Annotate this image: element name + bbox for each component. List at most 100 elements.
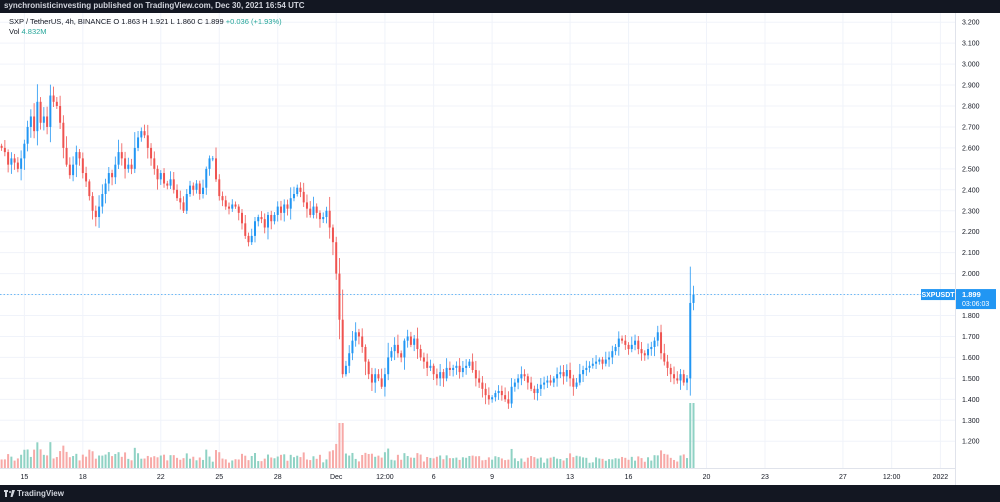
x-axis[interactable]: 15 18 22 25 28 Dec 12:00 6 9 13 16 20 23 27 12:00 2022 [20,474,948,481]
volume-bar [192,456,195,468]
volume-bar [432,458,435,468]
candle-body [0,145,3,148]
x-tick-label: 12:00 [883,474,901,481]
volume-bar [491,459,494,468]
candle-body [65,147,68,165]
candle-body [627,344,630,350]
candle-body [562,372,565,377]
volume-bar [72,456,75,468]
volume-bar [127,458,130,468]
volume-bar [0,459,3,468]
candle-body [202,187,205,194]
volume-bar [218,452,221,468]
candle-body [273,214,276,222]
volume-bar [140,458,143,468]
price-tag-bg [956,289,996,310]
volume-bar [36,442,39,468]
volume-bar [133,447,136,468]
candle-body [120,152,123,159]
y-tick-label: 2.600 [962,145,980,152]
legend-vol-label[interactable]: Vol [9,27,20,36]
candle-body [192,185,195,190]
volume-bar [578,456,581,468]
candle-body [296,187,299,194]
volume-bar [487,457,490,468]
candle-body [637,340,640,350]
candle-body [29,116,32,127]
volume-bar [351,452,354,468]
candle-body [585,367,588,370]
candle-body [595,361,598,364]
volume-bar [33,449,36,468]
candle-body [409,336,412,345]
legend-symbol[interactable]: SXP / TetherUS, 4h, BINANCE [9,17,112,26]
volume-bar [104,454,107,468]
chart-svg[interactable]: 3.200 3.100 3.000 2.900 2.800 2.700 2.600 2.500… [0,13,1000,485]
candle-body [88,181,91,197]
volume-bar [361,455,364,468]
candle-body [228,206,231,209]
candle-body [221,196,224,201]
volume-bar [448,458,451,468]
volume-bar [513,458,516,468]
candle-body [526,376,529,383]
volume-bar [439,455,442,468]
volume-bar [474,456,477,468]
volume-bar [621,456,624,468]
candle-body [62,122,65,148]
candle-body [72,164,75,176]
volume-bar [556,458,559,468]
candle-body [81,158,84,174]
candle-body [189,185,192,194]
candle-body [504,395,507,400]
bottom-bar: TradingView [0,485,1000,502]
x-tick-label: 6 [432,474,436,481]
volume-bar [146,455,149,468]
volume-bar [679,455,682,468]
volume-bar [510,448,513,468]
candle-body [289,198,292,209]
candle-body [260,217,263,220]
candle-body [539,384,542,389]
candle-body [643,353,646,356]
y-axis[interactable]: 3.200 3.100 3.000 2.900 2.800 2.700 2.600 2.500… [962,20,980,446]
candle-body [497,390,500,394]
volume-bar [634,460,637,468]
volume-bar [270,457,273,468]
y-tick-label: 3.200 [962,20,980,27]
volume-bar [185,453,188,468]
volume-bar [413,457,416,468]
candle-body [49,95,52,127]
volume-bar [211,461,214,468]
y-tick-label: 1.500 [962,376,980,383]
volume-bar [189,458,192,468]
volume-bar [221,458,224,468]
legend-ohlc-row: SXP / TetherUS, 4h, BINANCE O 1.863 H 1.… [9,17,282,27]
volume-bar [257,461,260,468]
candle-body [432,365,435,375]
candle-body [416,338,419,350]
price-tag-value: 1.899 [962,290,981,299]
y-tick-label: 1.300 [962,418,980,425]
volume-bar [377,455,380,468]
candle-body [487,395,490,400]
volume-bars [0,403,695,468]
candle-body [452,367,455,370]
x-tick-label: 20 [703,474,711,481]
candle-body [543,382,546,385]
chart-area[interactable]: 3.200 3.100 3.000 2.900 2.800 2.700 2.600 2.500… [0,13,1000,485]
candle-body [33,116,36,132]
candle-body [153,158,156,169]
volume-bar [88,449,91,468]
volume-bar [289,454,292,468]
volume-bar [101,455,104,468]
volume-bar [689,403,692,468]
tradingview-brand[interactable]: TradingView [17,489,64,498]
candle-body [309,208,312,215]
candle-body [176,189,179,199]
candle-body [435,374,438,379]
volume-bar [650,460,653,468]
candle-body [354,332,357,341]
candle-body [163,173,166,184]
volume-bar [153,456,156,468]
